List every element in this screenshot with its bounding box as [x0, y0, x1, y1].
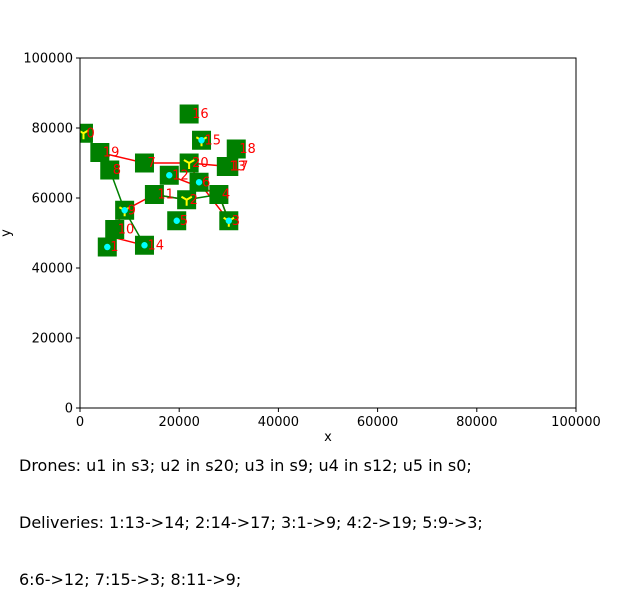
caption-line-3: 6:6->12; 7:15->3; 8:11->9; [19, 570, 242, 589]
stations-layer [80, 104, 246, 257]
station-label-10: 10 [118, 223, 135, 238]
plot-area [80, 58, 576, 408]
station-marker-17 [219, 157, 239, 176]
station-label-15: 15 [205, 133, 222, 148]
drone-arm [188, 159, 195, 164]
packages-layer [104, 137, 232, 251]
package-marker-3 [173, 217, 180, 224]
x-tick-label: 20000 [159, 415, 200, 430]
drone-marker-u4 [180, 195, 193, 206]
route-line-3 [99, 151, 229, 168]
package-marker-6 [166, 172, 173, 179]
x-axis-label: x [324, 430, 332, 445]
station-label-13: 13 [229, 160, 246, 175]
station-marker-7 [134, 153, 154, 173]
station-label-12: 12 [172, 168, 189, 183]
station-marker-4 [209, 185, 229, 204]
package-marker-5 [121, 207, 128, 214]
station-label-7: 7 [147, 156, 155, 171]
axes-frame [79, 57, 577, 409]
drone-arm [186, 195, 193, 201]
station-label-14: 14 [147, 238, 164, 253]
station-label-2: 2 [190, 193, 198, 208]
package-marker-8 [198, 137, 205, 144]
y-tick-label: 0 [65, 402, 73, 417]
x-tick-label: 100000 [551, 415, 601, 430]
y-tick-label: 60000 [32, 192, 73, 207]
station-marker-18 [226, 139, 246, 159]
drone-arm [82, 129, 90, 135]
station-label-5: 5 [180, 214, 188, 229]
y-tick-label: 40000 [32, 262, 73, 277]
package-marker-1 [104, 243, 111, 251]
drone-arm [80, 130, 84, 135]
station-label-17: 17 [232, 160, 249, 175]
x-tick-label: 40000 [258, 415, 299, 430]
station-label-11: 11 [157, 188, 174, 203]
package-marker-4 [225, 217, 232, 224]
x-tick-label: 0 [76, 415, 84, 430]
station-label-20: 20 [192, 156, 209, 171]
station-label-6: 6 [202, 175, 210, 190]
drone-arm [183, 159, 190, 164]
caption-line-1: Drones: u1 in s3; u2 in s20; u3 in s9; u… [19, 456, 472, 475]
station-label-19: 19 [103, 146, 120, 161]
station-marker-10 [105, 220, 125, 239]
y-tick-label: 100000 [23, 52, 73, 67]
caption-line-2: Deliveries: 1:13->14; 2:14->17; 3:1->9; … [19, 513, 483, 532]
x-tick-label: 60000 [357, 415, 398, 430]
y-tick-label: 80000 [32, 122, 73, 137]
y-axis-label: y [0, 229, 14, 237]
station-label-18: 18 [239, 142, 256, 157]
x-tick-label: 80000 [456, 415, 497, 430]
station-label-9: 9 [128, 203, 136, 218]
package-marker-2 [141, 242, 148, 249]
drone-arm [180, 195, 188, 201]
route-line-8 [154, 193, 230, 222]
drone-marker-u2 [183, 159, 195, 169]
y-tick-label: 20000 [32, 332, 73, 347]
plot-background [80, 58, 576, 408]
station-label-16: 16 [192, 107, 209, 122]
station-label-3: 3 [232, 214, 240, 229]
axes-layer: 0 20000 40000 60000 80000 1000000200004000060… [0, 52, 601, 446]
station-label-0: 0 [86, 126, 94, 141]
station-marker-8 [100, 160, 120, 180]
station-label-1: 1 [110, 240, 118, 255]
station-label-8: 8 [113, 163, 121, 178]
station-label-4: 4 [222, 188, 230, 203]
station-marker-19 [90, 143, 110, 162]
caption: Drones: u1 in s3; u2 in s20; u3 in s9; u… [19, 418, 639, 608]
drone-marker-u5 [80, 129, 90, 140]
station-marker-16 [179, 104, 199, 124]
station-marker-11 [144, 185, 164, 204]
package-marker-7 [195, 179, 203, 186]
